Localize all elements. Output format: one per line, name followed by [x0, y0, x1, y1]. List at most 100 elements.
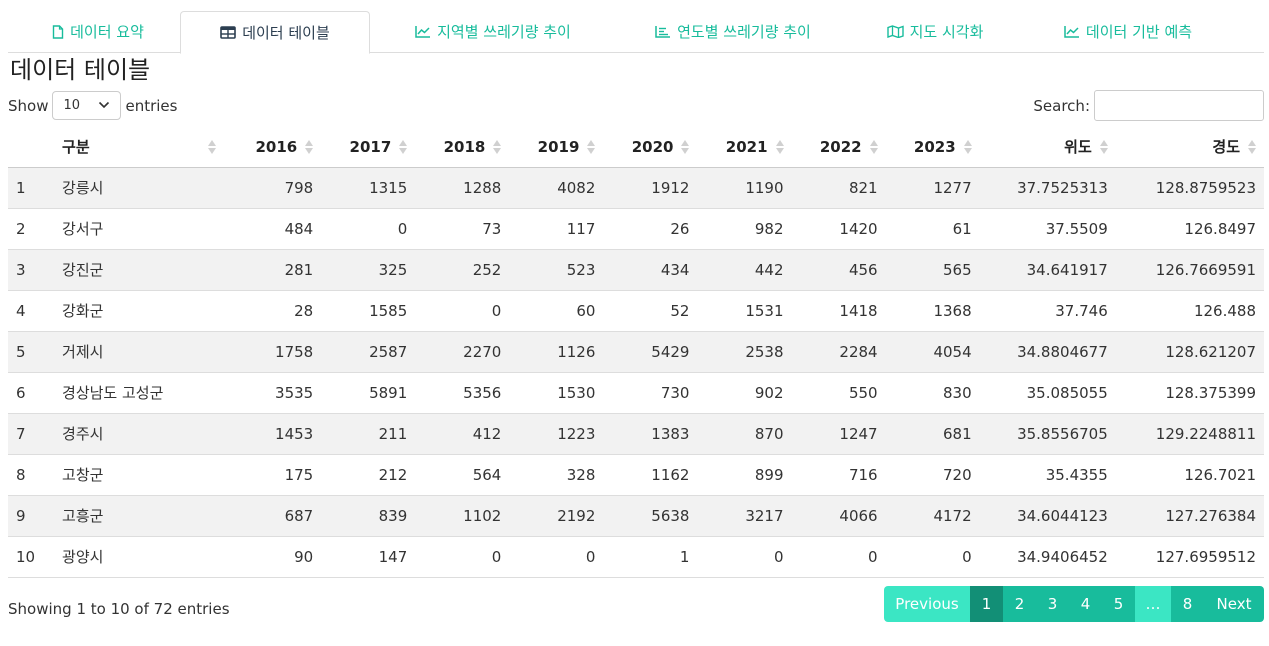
- table-cell: 1126: [509, 330, 604, 372]
- table-cell: 35.4355: [979, 453, 1116, 495]
- table-row[interactable]: 9 고흥군 687 839 1102 2192 5638 3217 4066 4172 34.604…: [8, 494, 1264, 536]
- tab-yearly-trend[interactable]: 연도별 쓰레기량 추이: [633, 11, 833, 52]
- table-cell: 442: [697, 248, 792, 290]
- entries-length-select[interactable]: 10: [52, 91, 122, 120]
- table-cell: 211: [321, 412, 416, 454]
- table-cell: 0: [321, 207, 416, 249]
- table-cell: 687: [224, 494, 322, 536]
- region-cell: 강서구: [54, 207, 225, 249]
- column-header[interactable]: 2019: [509, 127, 604, 168]
- table-header-row: 구분 2016 2017 2018 2019 2020 2021 2022 2023 위도 경도: [8, 127, 1264, 168]
- page-button-5[interactable]: 5: [1102, 586, 1135, 622]
- table-cell: 127.276384: [1115, 494, 1264, 536]
- region-cell: 고흥군: [54, 494, 225, 536]
- column-header-label: 2018: [443, 137, 486, 156]
- table-cell: 982: [697, 207, 792, 249]
- table-cell: 5891: [321, 371, 416, 413]
- table-cell: 0: [791, 535, 886, 578]
- table-cell: 565: [885, 248, 980, 290]
- region-cell: 경주시: [54, 412, 225, 454]
- table-cell: 126.8497: [1115, 207, 1264, 249]
- pagination-ellipsis: …: [1135, 586, 1171, 622]
- column-header-label: 위도: [1064, 138, 1092, 157]
- table-cell: 523: [509, 248, 604, 290]
- table-cell: 4082: [509, 166, 604, 208]
- tab-regional-trend[interactable]: 지역별 쓰레기량 추이: [393, 11, 593, 52]
- table-body: 1 강릉시 798 1315 1288 4082 1912 1190 821 1277 37.752…: [8, 166, 1264, 578]
- table-cell: 1530: [509, 371, 604, 413]
- table-row[interactable]: 6 경상남도 고성군 3535 5891 5356 1530 730 902 550 830 35.…: [8, 371, 1264, 413]
- tab-data-prediction[interactable]: 데이터 기반 예측: [1043, 11, 1213, 52]
- table-cell: 4066: [791, 494, 886, 536]
- tab-map-visualization[interactable]: 지도 시각화: [870, 11, 1000, 52]
- column-header[interactable]: 2023: [885, 127, 980, 168]
- table-cell: 52: [603, 289, 698, 331]
- row-index-cell: 10: [8, 535, 55, 578]
- region-cell: 고창군: [54, 453, 225, 495]
- table-cell: 3217: [697, 494, 792, 536]
- table-row[interactable]: 1 강릉시 798 1315 1288 4082 1912 1190 821 1277 37.752…: [8, 166, 1264, 208]
- table-cell: 26: [603, 207, 698, 249]
- table-cell: 37.7525313: [979, 166, 1116, 208]
- table-row[interactable]: 10 광양시 90 147 0 0 1 0 0 0 34.9406452 127.6959512: [8, 535, 1264, 578]
- table-cell: 4172: [885, 494, 980, 536]
- table-cell: 90: [224, 535, 322, 578]
- table-cell: 716: [791, 453, 886, 495]
- page-button-3[interactable]: 3: [1036, 586, 1069, 622]
- table-cell: 325: [321, 248, 416, 290]
- page-button-4[interactable]: 4: [1069, 586, 1102, 622]
- column-header[interactable]: 2021: [697, 127, 792, 168]
- file-icon: [52, 24, 64, 39]
- column-header-label: 2017: [349, 137, 392, 156]
- region-cell: 강화군: [54, 289, 225, 331]
- sort-icon: [1099, 140, 1108, 154]
- table-cell: 412: [415, 412, 510, 454]
- table-row[interactable]: 5 거제시 1758 2587 2270 1126 5429 2538 2284 4054 34.8…: [8, 330, 1264, 372]
- column-header[interactable]: 2016: [224, 127, 322, 168]
- column-header[interactable]: 구분: [54, 127, 225, 168]
- column-header[interactable]: 2020: [603, 127, 698, 168]
- column-header-label: 2021: [725, 137, 768, 156]
- tab-data-table[interactable]: 데이터 테이블: [180, 11, 370, 54]
- table-cell: 456: [791, 248, 886, 290]
- line-chart-icon: [1064, 25, 1080, 38]
- sort-icon: [208, 140, 217, 154]
- column-header[interactable]: 위도: [979, 127, 1116, 168]
- table-cell: 1162: [603, 453, 698, 495]
- next-page-button[interactable]: Next: [1204, 586, 1264, 622]
- sort-icon: [681, 140, 690, 154]
- column-header[interactable]: 경도: [1115, 127, 1264, 168]
- table-cell: 0: [509, 535, 604, 578]
- table-cell: 1: [603, 535, 698, 578]
- line-chart-icon: [415, 25, 431, 38]
- table-row[interactable]: 8 고창군 175 212 564 328 1162 899 716 720 35.4355 126.…: [8, 453, 1264, 495]
- table-cell: 821: [791, 166, 886, 208]
- table-cell: 1531: [697, 289, 792, 331]
- search-control: Search:: [1033, 90, 1264, 121]
- tab-data-summary[interactable]: 데이터 요약: [28, 11, 168, 52]
- column-header[interactable]: 2017: [321, 127, 416, 168]
- table-cell: 1418: [791, 289, 886, 331]
- table-cell: 127.6959512: [1115, 535, 1264, 578]
- sort-icon: [869, 140, 878, 154]
- page-button-2[interactable]: 2: [1003, 586, 1036, 622]
- table-cell: 128.375399: [1115, 371, 1264, 413]
- table-cell: 35.8556705: [979, 412, 1116, 454]
- table-cell: 720: [885, 453, 980, 495]
- page-button-8[interactable]: 8: [1171, 586, 1204, 622]
- column-header[interactable]: 2022: [791, 127, 886, 168]
- region-cell: 거제시: [54, 330, 225, 372]
- entries-length-control: Show 10 entries: [8, 90, 177, 121]
- table-cell: 1190: [697, 166, 792, 208]
- table-cell: 128.8759523: [1115, 166, 1264, 208]
- table-row[interactable]: 2 강서구 484 0 73 117 26 982 1420 61 37.5509 126.8497: [8, 207, 1264, 249]
- previous-page-button[interactable]: Previous: [884, 586, 970, 622]
- table-row[interactable]: 7 경주시 1453 211 412 1223 1383 870 1247 681 35.85567…: [8, 412, 1264, 454]
- table-row[interactable]: 4 강화군 28 1585 0 60 52 1531 1418 1368 37.746 126.488: [8, 289, 1264, 331]
- table-row[interactable]: 3 강진군 281 325 252 523 434 442 456 565 34.641917 126…: [8, 248, 1264, 290]
- column-header[interactable]: 2018: [415, 127, 510, 168]
- tab-label: 연도별 쓰레기량 추이: [677, 23, 811, 41]
- search-input[interactable]: [1094, 90, 1264, 121]
- table-cell: 2587: [321, 330, 416, 372]
- page-button-1[interactable]: 1: [970, 586, 1003, 622]
